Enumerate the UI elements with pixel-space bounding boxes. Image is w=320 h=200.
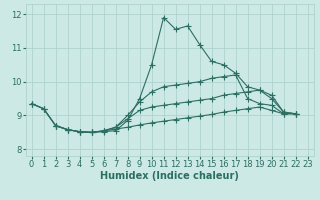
X-axis label: Humidex (Indice chaleur): Humidex (Indice chaleur) (100, 171, 239, 181)
